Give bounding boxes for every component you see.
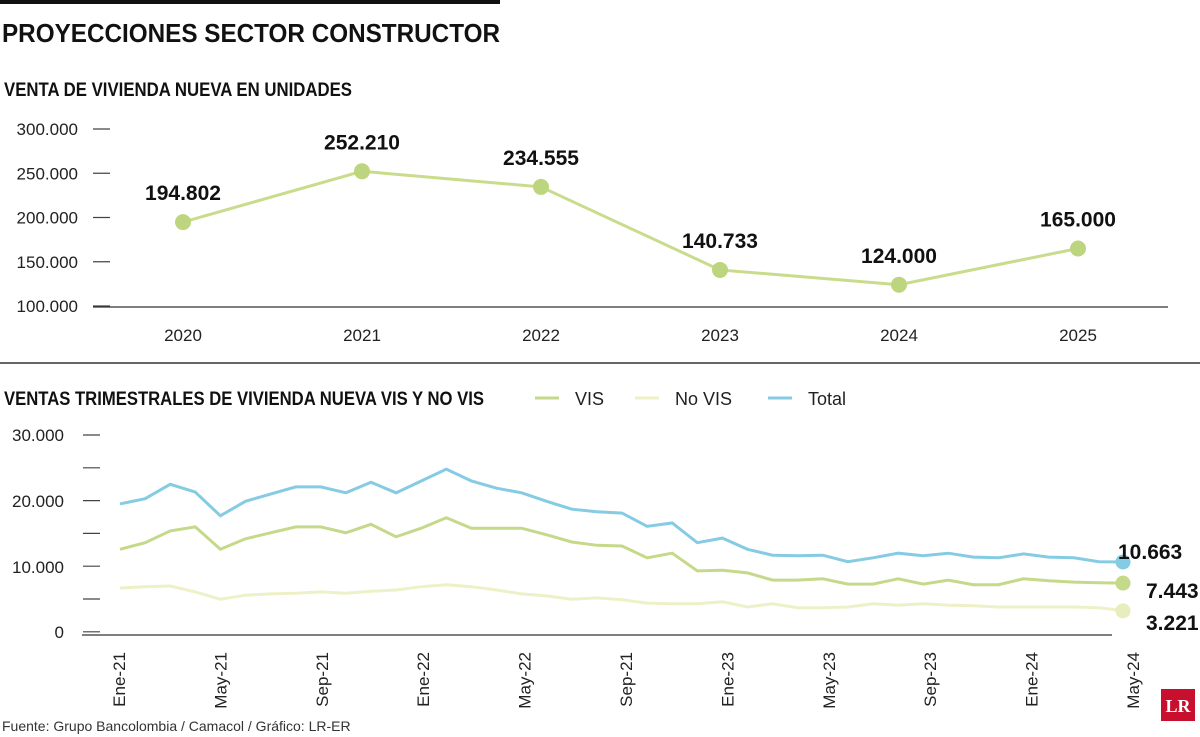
x-tick-label: Ene-22	[414, 652, 433, 707]
end-point	[1115, 603, 1131, 619]
x-tick-label: 2025	[1059, 326, 1097, 345]
y-tick-label: 20.000	[12, 492, 64, 511]
data-point	[354, 163, 370, 180]
y-tick-label: 300.000	[17, 120, 78, 139]
chart1-title: VENTA DE VIVIENDA NUEVA EN UNIDADES	[4, 80, 352, 101]
x-tick-label: Sep-23	[921, 652, 940, 707]
x-tick-label: May-22	[516, 652, 535, 709]
data-label: 165.000	[1040, 208, 1116, 231]
series-line	[182, 169, 1079, 287]
x-tick-label: Ene-24	[1023, 652, 1042, 707]
data-point	[1070, 240, 1086, 257]
x-tick-label: 2020	[164, 326, 202, 345]
y-tick-label: 30.000	[12, 426, 64, 445]
lr-logo: LR	[1161, 689, 1195, 721]
data-point	[533, 178, 549, 195]
x-tick-label: May-21	[211, 652, 230, 709]
source-note: Fuente: Grupo Bancolombia / Camacol / Gr…	[2, 718, 351, 734]
y-tick-label: 150.000	[17, 253, 78, 272]
data-label: 124.000	[861, 245, 937, 268]
y-tick-label: 250.000	[17, 164, 78, 183]
title-bar	[0, 0, 500, 4]
x-tick-label: Ene-23	[718, 652, 737, 707]
data-point	[175, 214, 191, 231]
x-tick-label: Sep-21	[313, 652, 332, 707]
end-label: 7.443	[1146, 580, 1199, 603]
end-label: 3.221	[1146, 612, 1199, 635]
data-label: 234.555	[503, 147, 579, 170]
x-tick-label: 2024	[880, 326, 918, 345]
y-tick-label: 100.000	[17, 297, 78, 316]
x-tick-label: 2022	[522, 326, 560, 345]
legend: VIS No VIS Total	[535, 389, 846, 409]
chart1: 300.000 250.000 200.000 150.000 100.000 194.8…	[17, 120, 1168, 345]
series-line-total	[119, 467, 1125, 564]
chart2: 30.000 20.000 10.000 0 Ene-21 May-21 Sep-21 Ene…	[12, 426, 1199, 709]
svg-text:LR: LR	[1165, 696, 1191, 716]
y-tick-label: 0	[55, 623, 64, 642]
data-label: 140.733	[682, 230, 758, 253]
legend-label: Total	[808, 389, 846, 409]
data-point	[891, 276, 907, 293]
end-point	[1115, 575, 1131, 591]
legend-label: No VIS	[675, 389, 732, 409]
data-point	[712, 261, 728, 278]
legend-label: VIS	[575, 389, 604, 409]
x-tick-label: Sep-21	[617, 652, 636, 707]
data-label: 252.210	[324, 131, 400, 154]
end-point	[1115, 554, 1131, 570]
data-label: 194.802	[145, 182, 221, 205]
end-label: 10.663	[1118, 541, 1182, 564]
x-tick-label: May-24	[1124, 652, 1143, 709]
series-line-no-vis	[119, 583, 1125, 613]
series-line-vis	[119, 516, 1125, 587]
x-tick-label: 2021	[343, 326, 381, 345]
x-tick-label: 2023	[701, 326, 739, 345]
x-tick-label: May-23	[820, 652, 839, 709]
y-tick-label: 10.000	[12, 558, 64, 577]
chart2-title: VENTAS TRIMESTRALES DE VIVIENDA NUEVA VI…	[4, 389, 484, 410]
x-tick-label: Ene-21	[110, 652, 129, 707]
page-title: PROYECCIONES SECTOR CONSTRUCTOR	[2, 18, 500, 48]
y-tick-label: 200.000	[17, 209, 78, 228]
